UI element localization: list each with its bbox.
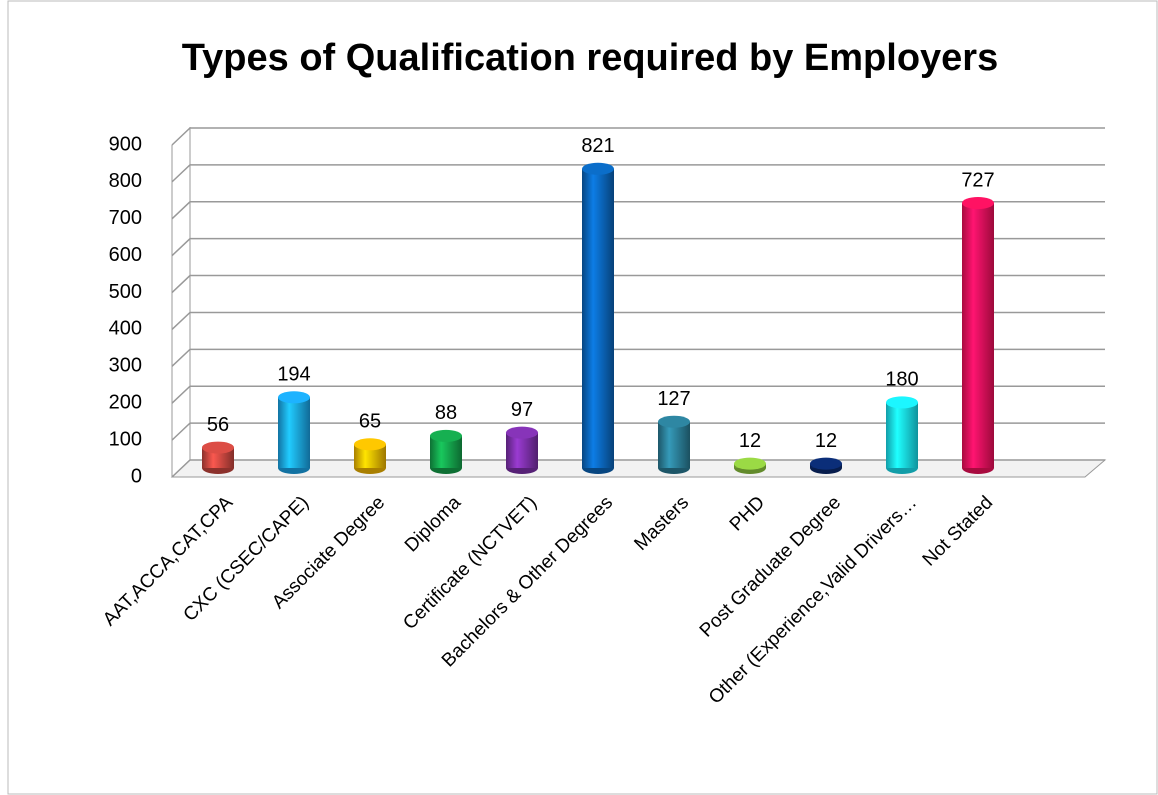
data-label: 194 [277,364,310,386]
bar-body [886,402,918,468]
y-tick-label: 900 [109,133,142,155]
y-tick-label: 400 [109,318,142,340]
x-tick-label: Not Stated [919,492,997,570]
grid-line [171,459,1105,478]
x-tick-label: CXC (CSEC/CAPE) [180,492,314,626]
bar [506,426,538,474]
bar [430,429,462,474]
bar-body [658,421,690,468]
bar-top [506,426,538,439]
bar-top [962,197,994,210]
bar [734,457,766,474]
bar [658,415,690,474]
data-label: 97 [511,399,533,421]
y-tick-label: 100 [109,428,142,450]
bar-top [430,429,462,442]
bar-body [962,203,994,468]
chart-frame [7,0,1158,795]
grid-line [171,348,1105,367]
bar [202,441,234,474]
bar-body [582,168,614,468]
bar [810,457,842,474]
bar-top [354,438,386,451]
bar-top [886,396,918,409]
data-label: 727 [961,169,994,191]
bar [886,396,918,474]
data-label: 12 [815,430,837,452]
x-tick-label: PHD [726,492,769,535]
data-label: 12 [739,430,761,452]
bar-top [582,162,614,175]
bar-top [734,457,766,470]
grid-line [171,127,1105,146]
x-tick-label: AAT,ACCA,CAT,CPA [99,492,237,630]
y-tick-label: 800 [109,170,142,192]
bar [278,391,310,474]
bar [354,438,386,474]
data-label: 180 [885,369,918,391]
grid-line [171,237,1105,257]
grid-line [171,422,1105,441]
x-tick-label: Diploma [401,492,465,556]
chart-title: Types of Qualification required by Emplo… [182,37,998,79]
bar [962,197,994,474]
grid-line [171,164,1105,183]
data-label: 821 [581,135,614,157]
y-tick-label: 0 [131,465,142,487]
y-tick-label: 700 [109,207,142,229]
bar-top [658,415,690,428]
bar-top [810,457,842,470]
x-tick-label: Post Graduate Degree [696,492,845,641]
bar-top [202,441,234,454]
data-label: 127 [657,388,690,410]
grid-line [171,201,1105,220]
grid-line [171,274,1105,294]
bar [582,162,614,474]
y-tick-label: 500 [109,281,142,303]
y-tick-label: 300 [109,355,142,377]
y-tick-label: 200 [109,392,142,414]
x-tick-label: Masters [630,492,693,555]
bar-body [354,444,386,468]
bar-top [278,391,310,404]
grid-line [171,385,1105,404]
data-label: 88 [435,402,457,424]
y-tick-label: 600 [109,244,142,266]
x-tick-label: Certificate (NCTVET) [399,492,541,634]
grid-line [171,311,1105,330]
data-label: 56 [207,414,229,436]
bar-body [278,397,310,468]
data-label: 65 [359,411,381,433]
